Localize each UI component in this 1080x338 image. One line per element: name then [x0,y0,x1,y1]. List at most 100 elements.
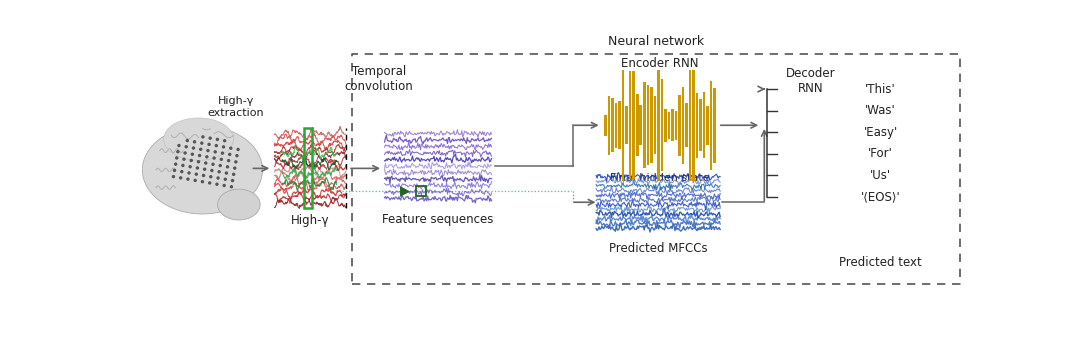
Circle shape [198,161,200,163]
Text: Decoder
RNN: Decoder RNN [786,67,836,95]
Bar [622,70,624,181]
Circle shape [206,156,207,158]
Circle shape [213,157,215,159]
Bar [678,95,680,155]
Circle shape [215,145,217,147]
Circle shape [186,140,188,142]
Circle shape [180,171,183,173]
Circle shape [233,167,235,169]
Circle shape [173,176,175,177]
Circle shape [228,160,230,162]
Circle shape [187,178,189,180]
Circle shape [181,164,184,166]
Circle shape [224,185,226,187]
Circle shape [230,186,232,188]
Text: Encoder RNN: Encoder RNN [621,57,699,70]
Circle shape [231,179,233,182]
Circle shape [217,177,219,179]
Circle shape [202,181,203,183]
Bar [303,128,312,209]
Text: Temporal
convolution: Temporal convolution [345,65,414,93]
Bar [692,70,694,181]
Bar [643,82,646,168]
Ellipse shape [217,189,260,220]
Circle shape [222,146,225,148]
Circle shape [195,173,198,175]
Text: High-γ: High-γ [291,214,329,227]
Bar [605,115,607,136]
Circle shape [202,136,204,138]
Bar [713,88,716,163]
Circle shape [185,146,187,148]
Bar [706,106,708,145]
Circle shape [205,162,206,164]
Bar [647,86,649,165]
Text: Predicted MFCCs: Predicted MFCCs [609,242,707,255]
Bar [685,103,688,147]
Ellipse shape [143,126,262,214]
Circle shape [177,151,179,153]
Bar [352,54,960,284]
Bar [625,106,627,144]
Bar [650,88,652,163]
Circle shape [216,139,218,140]
Ellipse shape [164,118,233,160]
Circle shape [199,154,201,156]
Circle shape [227,166,229,168]
Bar [699,99,702,151]
Circle shape [203,174,204,176]
Circle shape [189,166,191,168]
Circle shape [214,151,216,153]
Circle shape [229,153,231,155]
Bar [619,101,621,149]
Circle shape [184,152,186,154]
Circle shape [207,150,208,151]
Text: 'This': 'This' [865,82,896,96]
Circle shape [232,173,234,175]
Bar [689,70,691,181]
Circle shape [178,145,180,146]
Circle shape [211,169,213,171]
Text: Final hidden state: Final hidden state [610,173,710,183]
Bar [675,111,677,140]
Circle shape [193,141,195,143]
Text: '⟨EOS⟩': '⟨EOS⟩' [861,190,901,203]
Bar [661,79,663,171]
Bar [703,92,705,158]
Bar [671,110,674,141]
Text: 'Was': 'Was' [865,104,896,117]
Bar [636,94,638,156]
Circle shape [194,179,197,182]
Circle shape [175,163,177,165]
Circle shape [176,157,178,159]
Circle shape [221,152,224,154]
Text: 'Easy': 'Easy' [863,126,897,139]
Circle shape [190,160,192,162]
Circle shape [219,165,221,167]
Circle shape [208,143,211,145]
Circle shape [179,177,181,179]
Circle shape [208,182,211,184]
Circle shape [237,148,239,150]
Bar [639,105,642,145]
Text: High-γ
extraction: High-γ extraction [207,96,265,118]
Bar [653,96,656,154]
Bar [608,96,610,155]
Bar [696,93,698,158]
Polygon shape [400,186,410,197]
Bar [615,103,618,148]
Bar [681,87,684,164]
Bar [611,98,613,152]
Text: Feature sequences: Feature sequences [382,214,494,226]
Circle shape [204,168,205,170]
Text: 'For': 'For' [868,147,893,160]
Circle shape [210,137,212,139]
Bar [664,108,666,142]
Circle shape [220,158,222,160]
Circle shape [224,140,226,142]
Circle shape [218,171,220,173]
Circle shape [192,147,194,149]
Circle shape [201,142,203,144]
Circle shape [216,183,218,185]
Bar [416,186,426,196]
